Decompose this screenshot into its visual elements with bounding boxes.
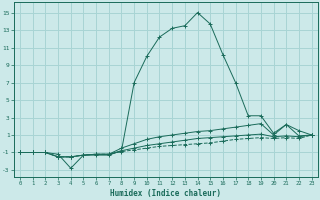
X-axis label: Humidex (Indice chaleur): Humidex (Indice chaleur) (110, 189, 221, 198)
